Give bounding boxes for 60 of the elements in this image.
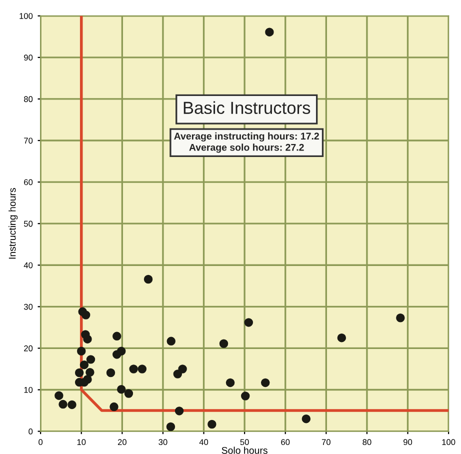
- x-tick-label: 70: [322, 439, 330, 446]
- x-tick-label: 100: [442, 439, 456, 446]
- point: [226, 378, 235, 388]
- point: [80, 360, 89, 370]
- y-tick-label: 60: [24, 179, 33, 186]
- y-tick-label: 90: [24, 54, 33, 61]
- point: [58, 400, 68, 409]
- x-tick-label: 50: [240, 439, 249, 446]
- point: [173, 370, 182, 378]
- y-tick-label: 100: [20, 13, 33, 19]
- point: [106, 368, 116, 378]
- point: [265, 28, 274, 36]
- point: [81, 310, 90, 320]
- text: Basic Instructors: [184, 101, 310, 114]
- x-axis-title: Solo hours: [222, 446, 268, 454]
- point: [83, 334, 92, 344]
- point: [138, 364, 147, 374]
- point: [241, 392, 250, 400]
- point: [112, 332, 122, 341]
- point: [54, 391, 64, 400]
- point: [261, 378, 270, 388]
- point: [74, 368, 84, 378]
- y-tick-label: 30: [24, 304, 33, 310]
- y-axis-title: Instructing hours: [8, 188, 18, 259]
- point: [116, 384, 126, 394]
- point: [178, 364, 187, 374]
- point: [116, 346, 126, 356]
- point: [86, 368, 94, 377]
- point: [337, 333, 346, 342]
- point: [166, 336, 176, 346]
- y-tick-label: 40: [24, 262, 33, 268]
- point: [110, 402, 118, 412]
- point: [76, 346, 86, 356]
- x-tick-label: 80: [362, 439, 372, 446]
- y-tick-label: 0: [28, 428, 33, 434]
- x-tick-label: 40: [199, 439, 208, 446]
- point: [68, 400, 76, 410]
- y-tick-label: 50: [24, 220, 33, 227]
- x-tick-label: 0: [38, 439, 43, 446]
- x-tick-label: 30: [158, 439, 168, 446]
- y-tick-label: 10: [24, 386, 33, 393]
- point: [396, 314, 405, 322]
- x-tick-label: 10: [77, 439, 86, 446]
- annotation: Average instructing hours: 17.2 Average solo hours: 27.2: [174, 132, 319, 153]
- y-tick-label: 20: [24, 345, 33, 352]
- point: [129, 364, 138, 374]
- point: [219, 339, 228, 348]
- point: [244, 318, 254, 327]
- point: [302, 414, 311, 424]
- y-tick-label: 80: [24, 96, 33, 102]
- point: [86, 355, 96, 364]
- point: [144, 274, 153, 284]
- point: [166, 422, 176, 432]
- y-tick-label: 70: [24, 138, 33, 144]
- point: [174, 406, 184, 416]
- point: [124, 389, 134, 398]
- x-tick-label: 20: [118, 439, 126, 446]
- point: [208, 420, 216, 429]
- x-tick-label: 60: [281, 439, 290, 446]
- x-tick-label: 90: [404, 439, 412, 446]
